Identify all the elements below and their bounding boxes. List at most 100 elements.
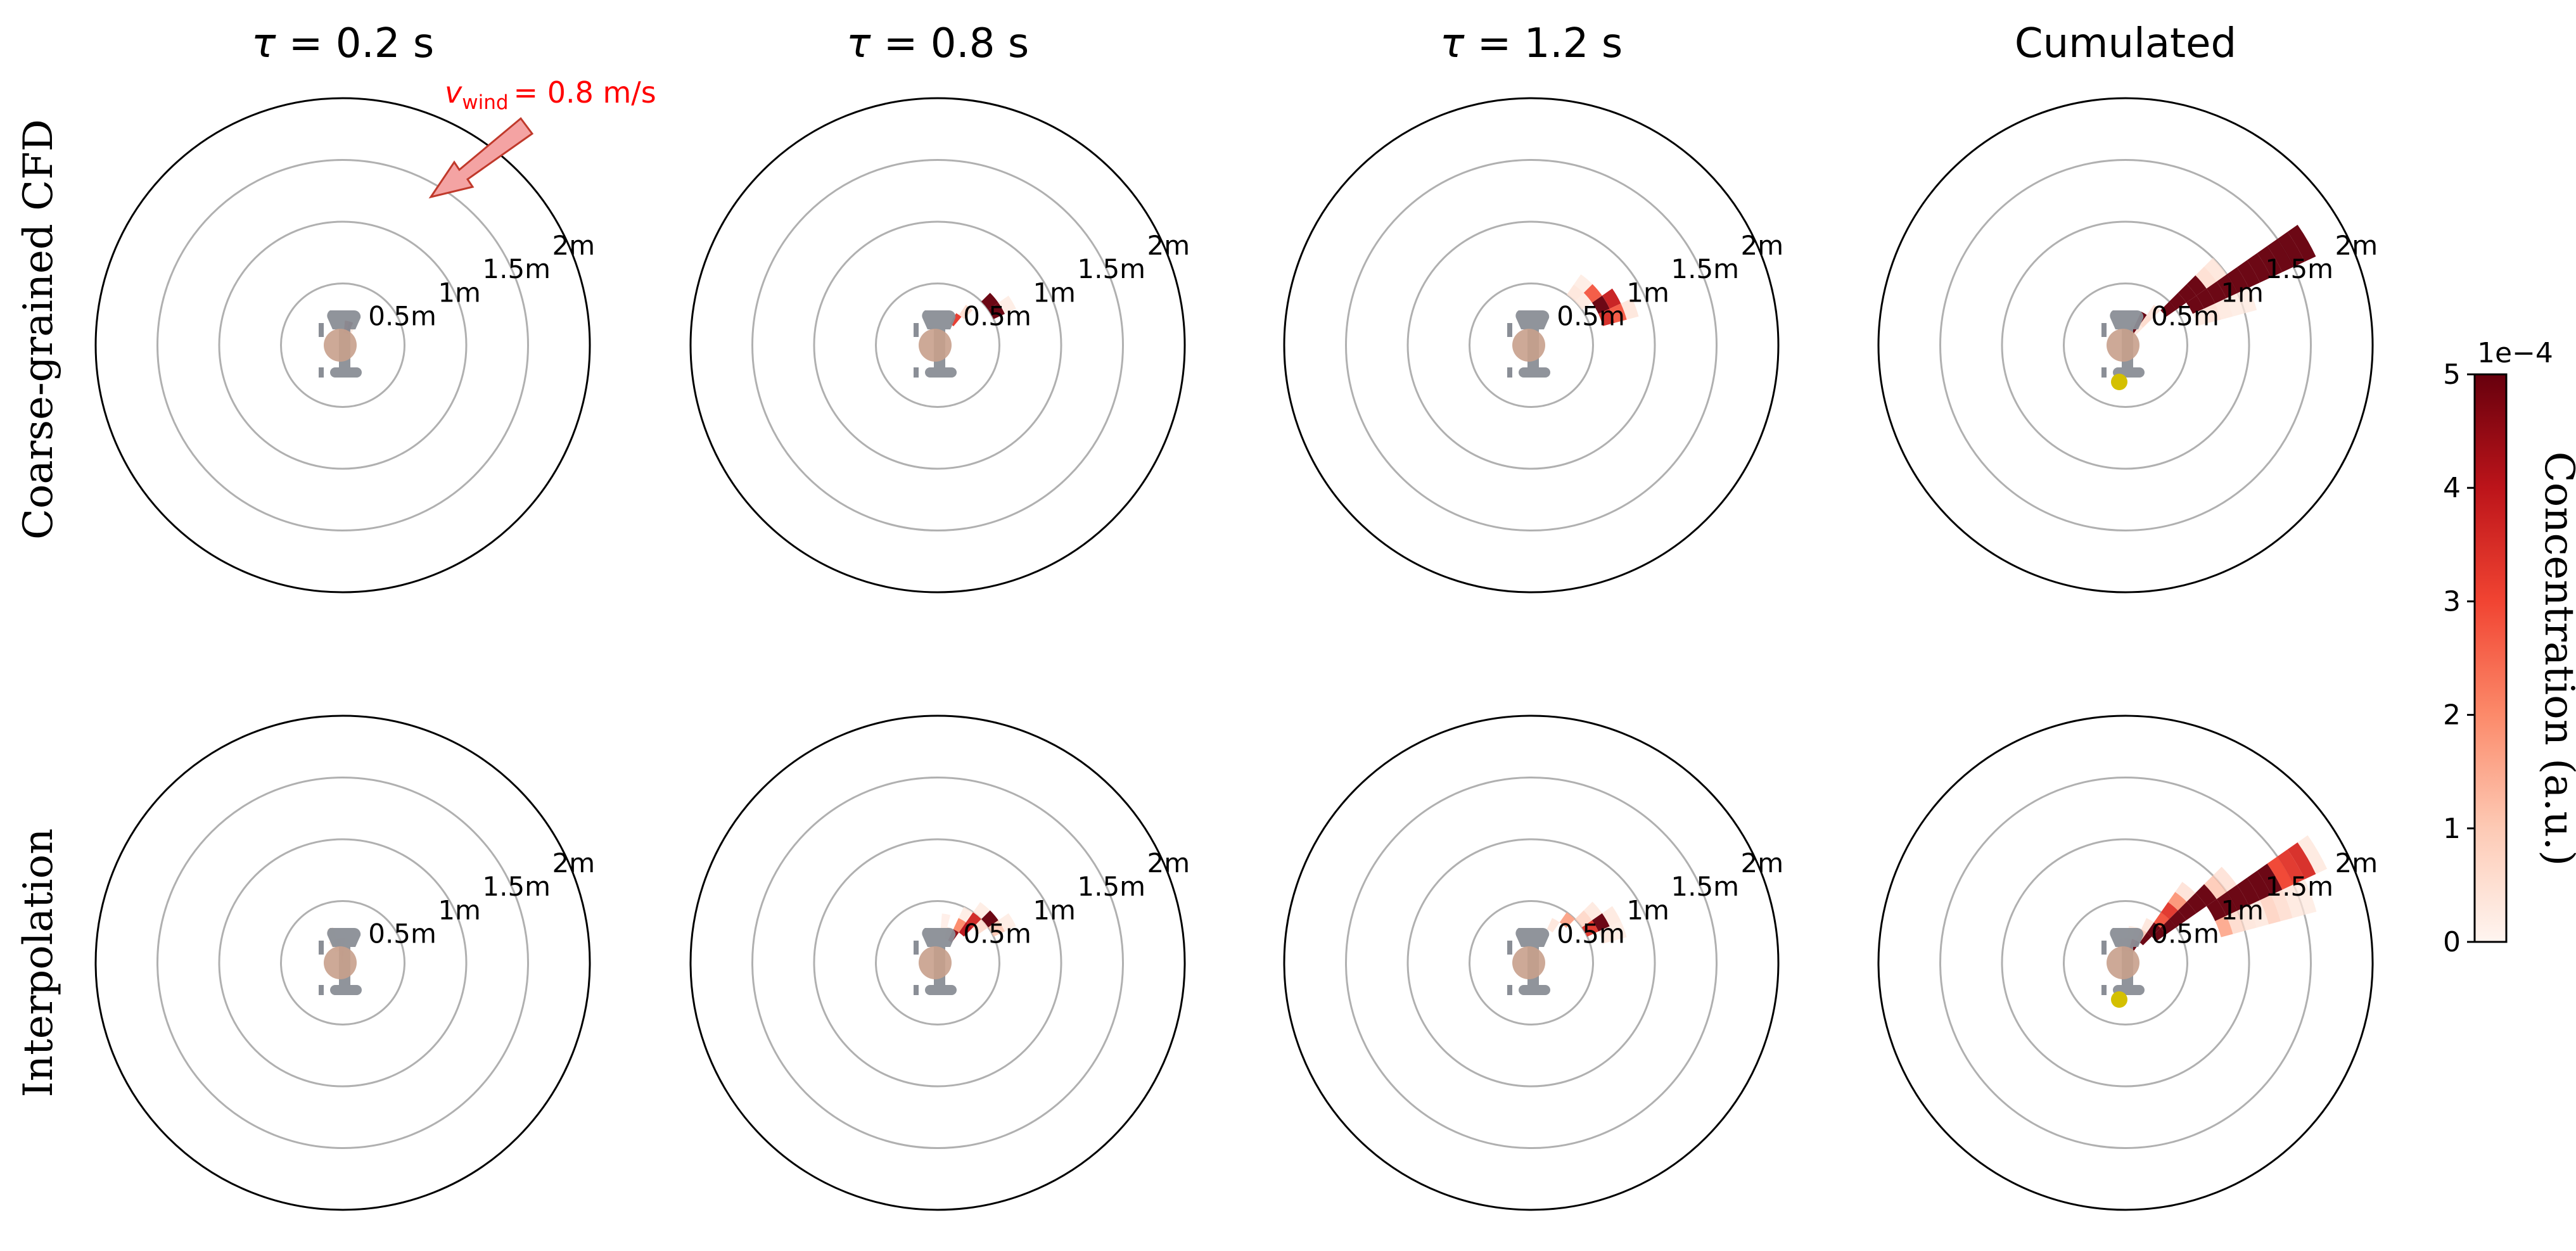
- sector-38: [2215, 915, 2233, 937]
- sector-26: [2226, 293, 2245, 317]
- sector-2: [988, 302, 1005, 319]
- radial-tick-label-0: 0.5m: [963, 918, 1031, 949]
- radial-tick-label-3: 2m: [1147, 230, 1190, 261]
- radial-tick-label-2: 1.5m: [1671, 253, 1739, 284]
- grid-ring-2: [1345, 159, 1718, 531]
- sector-28: [2204, 875, 2227, 899]
- sector-27: [2293, 879, 2317, 915]
- radial-tick-label-0: 0.5m: [2151, 301, 2219, 332]
- sector-18: [2267, 239, 2294, 272]
- grid-ring-2: [751, 159, 1124, 531]
- grid-ring-0: [875, 900, 1000, 1026]
- sector-11: [2177, 901, 2197, 920]
- sector-10: [2186, 295, 2204, 314]
- sector-12: [941, 913, 951, 927]
- radial-tick-label-2: 1.5m: [2265, 871, 2333, 902]
- sector-24: [2260, 894, 2281, 925]
- sector-2: [1574, 910, 1592, 928]
- sector-4: [1609, 303, 1627, 323]
- sector-41: [2248, 900, 2269, 928]
- person-icon: [914, 927, 957, 995]
- sector-5: [959, 922, 973, 937]
- person-arm: [2101, 323, 2107, 337]
- grid-ring-1: [2001, 838, 2250, 1088]
- source-marker: [2111, 991, 2127, 1008]
- sector-8: [1621, 298, 1639, 320]
- sector-10: [2169, 910, 2186, 928]
- grid-ring-0: [2063, 900, 2188, 1026]
- sector-2: [988, 920, 1005, 937]
- person-arm: [914, 985, 919, 995]
- sector-4: [1598, 926, 1615, 944]
- radial-tick-label-1: 1m: [1033, 894, 1076, 925]
- person-arm: [2101, 367, 2107, 378]
- row-label-interpolation: Interpolation: [15, 829, 62, 1098]
- person-arm: [319, 985, 324, 995]
- sector-12: [2186, 892, 2207, 913]
- person-arm: [319, 941, 324, 955]
- sector-14: [2226, 267, 2249, 293]
- grid-ring-1: [1406, 838, 1656, 1088]
- sector-9: [2160, 919, 2176, 935]
- person-head: [324, 329, 357, 362]
- sector-17: [2257, 246, 2283, 277]
- colorbar-ticks: 0 1 2 3 4 5: [2443, 359, 2475, 958]
- polar-boundary: [1283, 97, 1780, 594]
- colorbar: 0 1 2 3 4 5 1e−4 Concentration (a.u.): [2443, 337, 2576, 958]
- person-head: [1512, 329, 1545, 362]
- grid-ring-2: [1939, 159, 2312, 531]
- radial-tick-label-2: 1.5m: [482, 871, 551, 902]
- grid-ring-2: [156, 777, 529, 1149]
- column-title-tau-0-2: τ = 0.2 s: [252, 20, 434, 67]
- colorbar-tick-label-1: 1: [2443, 813, 2461, 845]
- sector-5: [2146, 305, 2161, 319]
- sector-16: [2247, 253, 2271, 283]
- sector-1: [966, 912, 981, 928]
- grid-ring-2: [1345, 777, 1718, 1149]
- polar-boundary: [1877, 714, 2374, 1211]
- colorbar-tick-label-3: 3: [2443, 585, 2461, 618]
- sector-40: [2237, 905, 2257, 931]
- sector-2: [1583, 284, 1602, 303]
- sector-0: [981, 910, 998, 928]
- polar-boundary: [94, 714, 591, 1211]
- polar-boundary: [1283, 714, 1780, 1211]
- radial-tick-label-1: 1m: [1626, 894, 1669, 925]
- sector-5: [1574, 293, 1592, 310]
- sector-4: [2139, 315, 2152, 328]
- grid-ring-0: [1469, 900, 1594, 1026]
- radial-tick-label-0: 0.5m: [368, 918, 437, 949]
- sector-26: [2282, 884, 2305, 918]
- sector-5: [1609, 921, 1627, 941]
- grid-ring-2: [751, 777, 1124, 1149]
- radial-tick-label-0: 0.5m: [2151, 918, 2219, 949]
- sector-8: [2152, 927, 2166, 942]
- sector-20: [2267, 856, 2294, 890]
- grid-ring-1: [218, 838, 468, 1088]
- sector-7: [2160, 902, 2178, 920]
- sector-20: [2287, 224, 2316, 262]
- sector-0: [1591, 913, 1610, 932]
- radial-tick-label-3: 2m: [1740, 848, 1783, 879]
- radial-tick-label-2: 1.5m: [1077, 871, 1145, 902]
- person-arm: [1507, 941, 1512, 955]
- row-label-cfd: Coarse-grained CFD: [15, 119, 62, 540]
- sector-1: [959, 305, 973, 319]
- sector-6: [2153, 912, 2169, 928]
- sector-13: [2195, 884, 2217, 906]
- grid-ring-1: [813, 838, 1062, 1088]
- sector-3: [981, 293, 998, 310]
- sector-39: [2226, 910, 2245, 934]
- person-arm: [2101, 941, 2107, 955]
- person-icon: [2101, 927, 2145, 995]
- polar-boundary: [1877, 97, 2374, 594]
- sector-9: [2186, 275, 2207, 296]
- sector-13: [2216, 274, 2238, 298]
- sector-1: [1598, 308, 1615, 326]
- person-arm: [1507, 323, 1512, 337]
